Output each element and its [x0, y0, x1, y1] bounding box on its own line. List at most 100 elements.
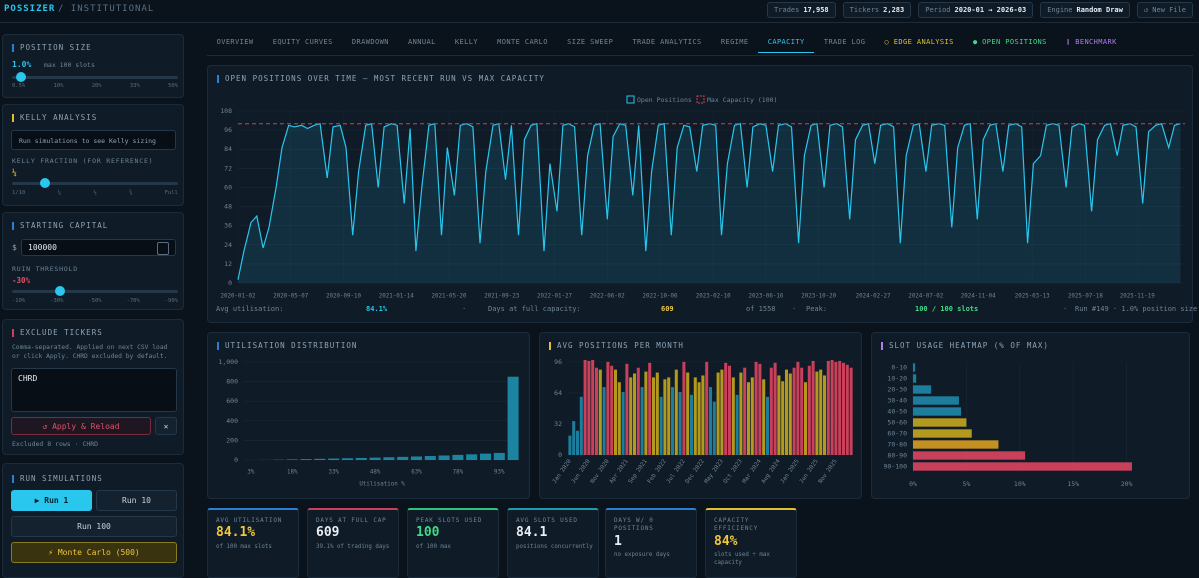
kpi-value: 609 [316, 525, 339, 540]
slider-ticks: 0.5%10%20%33%50% [12, 83, 178, 89]
value: 1.0% [12, 60, 31, 69]
apply-button[interactable]: ↺ Apply & Reload [11, 417, 151, 435]
header-stat: Period 2020-01 → 2026-03 [918, 2, 1033, 18]
tab[interactable]: CAPACITY [758, 36, 814, 53]
kpi-label: DAYS AT FULL CAP [316, 517, 394, 525]
stat-label: Avg utilisation: [216, 305, 283, 313]
heatmap-panel: SLOT USAGE HEATMAP (% OF MAX) [871, 332, 1190, 499]
stat-label: of 1558 [746, 305, 776, 313]
run-100-button[interactable]: Run 100 [11, 516, 177, 537]
tab[interactable]: ● OPEN POSITIONS [963, 36, 1056, 53]
exclude-panel: EXCLUDE TICKERS Comma-separated. Applied… [2, 319, 184, 455]
tab[interactable]: ❙ BENCHMARK [1056, 36, 1126, 53]
slider[interactable] [12, 290, 178, 293]
tab-divider [207, 55, 1193, 56]
slider-tick: -50% [88, 298, 101, 304]
brand-subtitle: / INSTITUTIONAL [58, 4, 154, 14]
separator: · [1063, 305, 1067, 313]
kpi-value: 84% [714, 534, 737, 549]
clear-button[interactable]: ✕ [155, 417, 177, 435]
slider-tick: -10% [12, 298, 25, 304]
tab[interactable]: DRAWDOWN [342, 36, 398, 53]
stat-label: Days at full capacity: [488, 305, 581, 313]
slider-tick: ½ [93, 190, 96, 196]
separator: · [462, 305, 466, 313]
slider-ticks: -10%-30%-50%-70%-90% [12, 298, 178, 304]
slider-tick: Full [165, 190, 178, 196]
capital-input[interactable]: 100000 [21, 239, 176, 256]
monthly-panel: AVG POSITIONS PER MONTH [539, 332, 862, 499]
value: ¼ [12, 168, 17, 177]
run-10-button[interactable]: Run 10 [96, 490, 177, 511]
slider-knob[interactable] [40, 178, 50, 188]
tab[interactable]: EQUITY CURVES [263, 36, 342, 53]
slider[interactable] [12, 182, 178, 185]
stat-value: 2020-01 → 2026-03 [955, 6, 1027, 14]
description: Comma-separated. Applied on next CSV loa… [12, 343, 178, 361]
panel-title: POSITION SIZE [12, 44, 92, 52]
label: KELLY FRACTION (FOR REFERENCE) [12, 157, 153, 165]
stat-label: Tickers [850, 6, 880, 14]
tab[interactable]: REGIME [711, 36, 758, 53]
new-file-button[interactable]: ↺ New File [1137, 2, 1193, 18]
value: -30% [12, 276, 30, 285]
tab[interactable]: KELLY [445, 36, 487, 53]
kpi-label: CAPACITY EFFICIENCY [714, 517, 792, 533]
position-size-panel: POSITION SIZE 1.0% max 100 slots 0.5%10%… [2, 34, 184, 98]
brand: POSSIZER [4, 4, 55, 14]
chart-title: OPEN POSITIONS OVER TIME — MOST RECENT R… [217, 75, 545, 83]
kelly-output: Run simulations to see Kelly sizing [11, 130, 176, 150]
tab[interactable]: SIZE SWEEP [558, 36, 623, 53]
tab[interactable]: ○ EDGE ANALYSIS [875, 36, 963, 53]
chart-title: UTILISATION DISTRIBUTION [217, 342, 357, 350]
tab[interactable]: ANNUAL [398, 36, 445, 53]
tab[interactable]: TRADE ANALYTICS [623, 36, 711, 53]
kpi-label: DAYS W/ 0 POSITIONS [614, 517, 692, 533]
kpi-note: 39.1% of trading days [316, 543, 396, 551]
slider-knob[interactable] [55, 286, 65, 296]
kpi-value: 1 [614, 534, 622, 549]
slider-knob[interactable] [16, 72, 26, 82]
run-1-button[interactable]: ▶ Run 1 [11, 490, 92, 511]
slider-tick: 0.5% [12, 83, 25, 89]
tab[interactable]: TRADE LOG [814, 36, 875, 53]
kpi-note: positions concurrently [516, 543, 596, 551]
capacity-chart-panel: OPEN POSITIONS OVER TIME — MOST RECENT R… [207, 65, 1193, 323]
kpi-value: 84.1 [516, 525, 547, 540]
exclude-input[interactable]: CHRD [11, 368, 177, 412]
panel-title: KELLY ANALYSIS [12, 114, 97, 122]
panel-title: EXCLUDE TICKERS [12, 329, 103, 337]
monte-carlo-button[interactable]: ⚡ Monte Carlo (500) [11, 542, 177, 563]
note: max 100 slots [44, 61, 95, 69]
stat-value: 2,283 [883, 6, 904, 14]
kpi-label: AVG SLOTS USED [516, 517, 594, 525]
slider-tick: 20% [92, 83, 102, 89]
kpi-value: 100 [416, 525, 439, 540]
capital-panel: STARTING CAPITAL $ 100000 RUIN THRESHOLD… [2, 212, 184, 310]
tab[interactable]: MONTE CARLO [488, 36, 558, 53]
slider[interactable] [12, 76, 178, 79]
slider-tick: ¾ [129, 190, 132, 196]
stat-label: Peak: [806, 305, 827, 313]
stat-value: 17,958 [803, 6, 828, 14]
panel-title: STARTING CAPITAL [12, 222, 108, 230]
stat-value: 100 / 100 slots [915, 305, 978, 313]
stat-value: 609 [661, 305, 674, 313]
stat-value: Random Draw [1076, 6, 1122, 14]
tab[interactable]: OVERVIEW [207, 36, 263, 53]
utilisation-panel: UTILISATION DISTRIBUTION [207, 332, 530, 499]
spinner[interactable] [157, 242, 169, 255]
stat-label: Period [925, 6, 950, 14]
kpi-note: of 100 max [416, 543, 496, 551]
